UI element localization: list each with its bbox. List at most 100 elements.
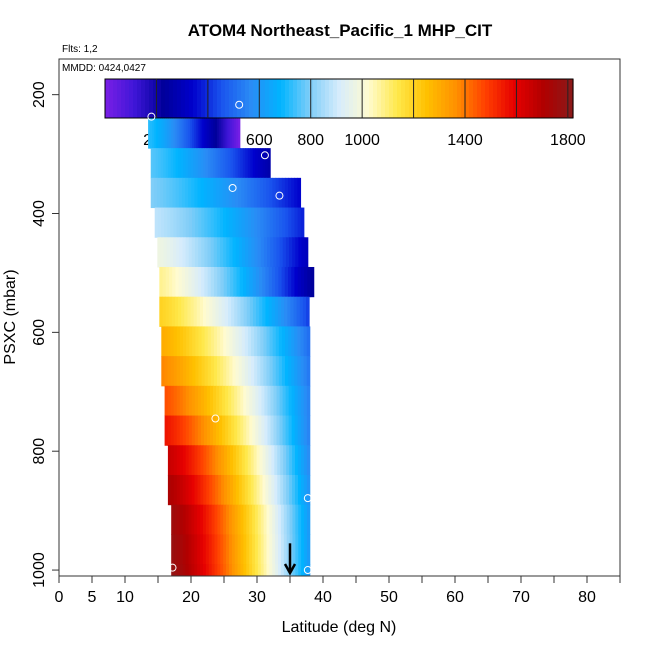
colorbar-segment xyxy=(513,79,518,118)
colorbar-segment xyxy=(517,79,522,118)
colorbar-segment xyxy=(417,79,422,118)
heatmap-cell xyxy=(275,266,279,298)
heatmap-cell xyxy=(216,118,220,149)
heatmap-cell xyxy=(165,148,169,179)
heatmap-cell xyxy=(283,445,287,476)
heatmap-cell xyxy=(292,237,296,268)
heatmap-cell xyxy=(247,474,252,506)
heatmap-cell xyxy=(252,148,256,179)
heatmap-cell xyxy=(200,385,205,417)
heatmap-cell xyxy=(259,266,263,298)
heatmap-cell xyxy=(245,148,249,179)
heatmap-cell xyxy=(163,118,166,149)
heatmap-cell xyxy=(255,385,259,417)
heatmap-cell xyxy=(191,504,195,535)
colorbar-segment xyxy=(533,79,538,118)
heatmap-cell xyxy=(269,504,273,535)
heatmap-cell xyxy=(249,564,253,577)
x-axis-title: Latitude (deg N) xyxy=(282,619,397,636)
heatmap-cell xyxy=(165,118,168,149)
heatmap-cell xyxy=(268,445,272,476)
heatmap-cell xyxy=(237,296,241,327)
heatmap-cell xyxy=(223,207,227,238)
heatmap-cell xyxy=(167,356,172,387)
heatmap-cell xyxy=(182,326,187,357)
colorbar-segment xyxy=(441,79,446,118)
heatmap-cell xyxy=(214,504,218,535)
heatmap-cell xyxy=(300,385,305,417)
heatmap-cell xyxy=(169,237,174,268)
heatmap-cell xyxy=(288,356,292,387)
heatmap-cell xyxy=(273,237,277,268)
heatmap-cell xyxy=(280,504,285,535)
heatmap-cell xyxy=(233,266,238,298)
heatmap-cell xyxy=(288,326,292,357)
heatmap-cell xyxy=(292,564,296,577)
heatmap-cell xyxy=(237,148,241,179)
colorbar-segment xyxy=(233,79,238,118)
heatmap-cell xyxy=(282,415,287,446)
heatmap-cell xyxy=(197,504,201,535)
heatmap-cell xyxy=(273,385,278,417)
heatmap-cell xyxy=(160,237,165,268)
heatmap-cell xyxy=(203,177,208,209)
heatmap-cell xyxy=(256,296,260,327)
heatmap-cell xyxy=(283,504,288,535)
heatmap-cell xyxy=(197,474,201,506)
colorbar-segment xyxy=(193,79,198,118)
heatmap-cell xyxy=(212,296,217,327)
heatmap-cell xyxy=(254,237,259,268)
heatmap-cell xyxy=(238,326,243,357)
heatmap-cell xyxy=(237,564,241,577)
heatmap-cell xyxy=(204,356,209,387)
heatmap-cell xyxy=(243,385,247,417)
heatmap-cell xyxy=(200,415,205,446)
heatmap-cell xyxy=(263,564,267,577)
heatmap-cell xyxy=(161,118,164,149)
heatmap-cell xyxy=(190,296,195,327)
heatmap-cell xyxy=(191,445,196,476)
heatmap-cell xyxy=(241,474,246,506)
heatmap-cell xyxy=(191,534,195,565)
colorbar-segment xyxy=(205,79,210,118)
colorbar-segment xyxy=(309,79,314,118)
heatmap-cell xyxy=(258,415,262,446)
heatmap-cell xyxy=(226,504,230,535)
heatmap-cell xyxy=(191,266,196,298)
heatmap-cell xyxy=(168,266,173,298)
heatmap-cell xyxy=(254,326,258,357)
heatmap-cell xyxy=(266,534,270,565)
heatmap-cell xyxy=(188,415,193,446)
heatmap-cell xyxy=(281,356,286,387)
heatmap-cell xyxy=(249,534,253,565)
heatmap-cell xyxy=(234,415,238,446)
heatmap-cell xyxy=(257,148,261,179)
heatmap-cell xyxy=(291,415,296,446)
heatmap-cell xyxy=(174,564,178,577)
heatmap-cell xyxy=(161,356,165,387)
heatmap-cell xyxy=(197,118,201,149)
heatmap-cell xyxy=(169,118,172,149)
heatmap-cell xyxy=(235,474,240,506)
heatmap-cell xyxy=(200,504,204,535)
heatmap-cell xyxy=(304,564,308,577)
heatmap-cell xyxy=(160,177,164,209)
heatmap-cell xyxy=(208,534,213,565)
heatmap-cell xyxy=(157,237,161,268)
colorbar-segment xyxy=(153,79,158,118)
heatmap-cell xyxy=(270,237,274,268)
heatmap-cell xyxy=(224,474,228,506)
heatmap-cell xyxy=(188,445,193,476)
heatmap-cell xyxy=(232,237,237,268)
heatmap-cell xyxy=(263,237,268,268)
heatmap-cell xyxy=(278,564,282,577)
heatmap-cell xyxy=(215,474,219,506)
colorbar-segment xyxy=(421,79,426,118)
heatmap-cell xyxy=(283,474,287,506)
heatmap-cell xyxy=(289,474,293,506)
heatmap-cell xyxy=(238,356,243,387)
heatmap-cell xyxy=(202,534,207,565)
heatmap-cell xyxy=(306,504,311,535)
heatmap-cell xyxy=(213,177,217,209)
heatmap-cell xyxy=(246,564,250,577)
